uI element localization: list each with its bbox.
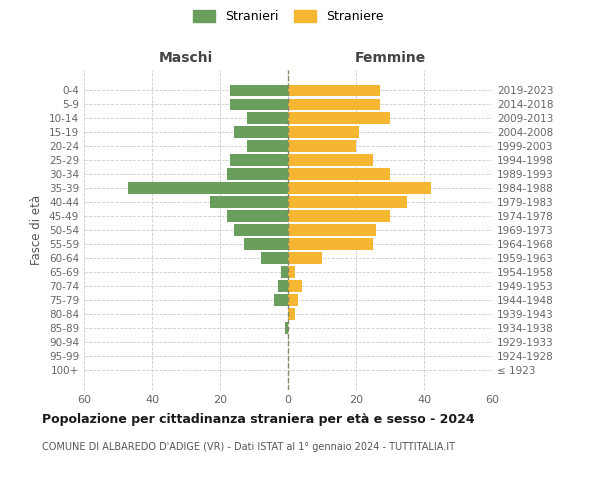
Bar bbox=[210, 196, 288, 208]
Bar bbox=[233, 224, 288, 235]
Text: Maschi: Maschi bbox=[159, 51, 213, 65]
Bar bbox=[288, 112, 390, 124]
Bar bbox=[247, 140, 288, 152]
Bar bbox=[128, 182, 288, 194]
Bar bbox=[230, 154, 288, 166]
Bar bbox=[233, 126, 288, 138]
Bar bbox=[288, 238, 373, 250]
Bar bbox=[288, 98, 380, 110]
Bar bbox=[288, 196, 407, 208]
Bar bbox=[288, 280, 302, 291]
Bar bbox=[247, 112, 288, 124]
Bar bbox=[284, 322, 288, 334]
Text: Popolazione per cittadinanza straniera per età e sesso - 2024: Popolazione per cittadinanza straniera p… bbox=[42, 412, 475, 426]
Bar bbox=[288, 126, 359, 138]
Bar bbox=[288, 168, 390, 180]
Bar bbox=[288, 266, 295, 278]
Y-axis label: Fasce di età: Fasce di età bbox=[31, 195, 43, 265]
Bar bbox=[288, 182, 431, 194]
Bar bbox=[288, 140, 356, 152]
Bar bbox=[288, 210, 390, 222]
Bar bbox=[288, 294, 298, 306]
Bar bbox=[278, 280, 288, 291]
Bar bbox=[288, 84, 380, 96]
Text: Femmine: Femmine bbox=[355, 51, 425, 65]
Bar bbox=[230, 84, 288, 96]
Bar bbox=[227, 210, 288, 222]
Text: COMUNE DI ALBAREDO D'ADIGE (VR) - Dati ISTAT al 1° gennaio 2024 - TUTTITALIA.IT: COMUNE DI ALBAREDO D'ADIGE (VR) - Dati I… bbox=[42, 442, 455, 452]
Bar bbox=[288, 308, 295, 320]
Bar bbox=[281, 266, 288, 278]
Bar bbox=[288, 252, 322, 264]
Bar bbox=[227, 168, 288, 180]
Bar bbox=[274, 294, 288, 306]
Bar bbox=[230, 98, 288, 110]
Bar bbox=[288, 224, 376, 235]
Bar bbox=[288, 154, 373, 166]
Legend: Stranieri, Straniere: Stranieri, Straniere bbox=[189, 6, 387, 27]
Bar bbox=[244, 238, 288, 250]
Bar bbox=[261, 252, 288, 264]
